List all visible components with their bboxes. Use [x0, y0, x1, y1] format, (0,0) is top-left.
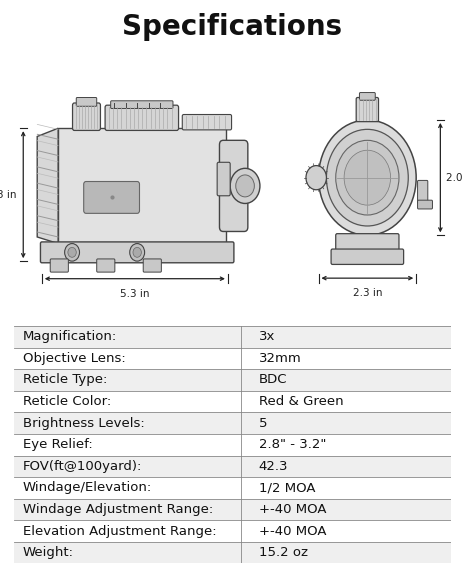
Text: Specifications: Specifications — [122, 13, 343, 41]
Circle shape — [230, 168, 260, 204]
Bar — [14, 326, 451, 348]
FancyBboxPatch shape — [219, 140, 248, 232]
Text: 1/2 MOA: 1/2 MOA — [259, 482, 315, 494]
Circle shape — [133, 248, 141, 257]
Text: Brightness Levels:: Brightness Levels: — [23, 416, 145, 430]
Bar — [14, 369, 451, 391]
FancyBboxPatch shape — [418, 180, 428, 204]
Text: 5: 5 — [259, 416, 267, 430]
Circle shape — [68, 248, 76, 257]
Text: 2.8" - 3.2": 2.8" - 3.2" — [259, 438, 326, 451]
Text: Elevation Adjustment Range:: Elevation Adjustment Range: — [23, 525, 216, 538]
Text: 2.0 in: 2.0 in — [446, 173, 465, 182]
Circle shape — [344, 150, 391, 205]
FancyBboxPatch shape — [182, 114, 232, 130]
Text: 32mm: 32mm — [259, 352, 301, 365]
Bar — [58, 128, 226, 244]
Bar — [14, 348, 451, 369]
Text: +-40 MOA: +-40 MOA — [259, 503, 326, 516]
FancyBboxPatch shape — [105, 105, 179, 130]
Bar — [14, 499, 451, 521]
Bar — [14, 542, 451, 563]
Circle shape — [236, 175, 254, 197]
Text: 3.3 in: 3.3 in — [0, 190, 16, 200]
Text: Windage/Elevation:: Windage/Elevation: — [23, 482, 152, 494]
Bar — [14, 521, 451, 542]
FancyBboxPatch shape — [84, 181, 140, 213]
FancyBboxPatch shape — [418, 200, 432, 209]
Text: Objective Lens:: Objective Lens: — [23, 352, 126, 365]
Bar — [14, 477, 451, 499]
Circle shape — [65, 244, 80, 261]
FancyBboxPatch shape — [50, 259, 68, 272]
Text: 2.3 in: 2.3 in — [352, 288, 382, 298]
FancyBboxPatch shape — [217, 162, 230, 196]
Bar — [14, 455, 451, 477]
Bar — [14, 391, 451, 412]
Circle shape — [336, 140, 399, 215]
Text: +-40 MOA: +-40 MOA — [259, 525, 326, 538]
FancyBboxPatch shape — [73, 103, 100, 130]
Text: FOV(ft@100yard):: FOV(ft@100yard): — [23, 460, 142, 473]
Text: Reticle Color:: Reticle Color: — [23, 395, 111, 408]
FancyBboxPatch shape — [356, 97, 379, 122]
Bar — [14, 412, 451, 434]
Text: Magnification:: Magnification: — [23, 330, 117, 343]
Text: Windage Adjustment Range:: Windage Adjustment Range: — [23, 503, 213, 516]
FancyBboxPatch shape — [331, 249, 404, 264]
Polygon shape — [37, 128, 58, 244]
Circle shape — [130, 244, 145, 261]
Text: 5.3 in: 5.3 in — [120, 289, 150, 299]
Text: Red & Green: Red & Green — [259, 395, 343, 408]
Circle shape — [319, 120, 416, 235]
Text: 42.3: 42.3 — [259, 460, 288, 473]
FancyBboxPatch shape — [40, 242, 234, 263]
FancyBboxPatch shape — [111, 101, 173, 109]
Text: 15.2 oz: 15.2 oz — [259, 546, 308, 559]
Circle shape — [326, 129, 408, 226]
FancyBboxPatch shape — [143, 259, 161, 272]
FancyBboxPatch shape — [336, 234, 399, 252]
FancyBboxPatch shape — [359, 93, 375, 100]
Text: Eye Relief:: Eye Relief: — [23, 438, 93, 451]
FancyBboxPatch shape — [76, 97, 97, 106]
Text: 3x: 3x — [259, 330, 275, 343]
Text: Reticle Type:: Reticle Type: — [23, 374, 107, 387]
FancyBboxPatch shape — [97, 259, 115, 272]
Text: Weight:: Weight: — [23, 546, 73, 559]
Text: BDC: BDC — [259, 374, 287, 387]
Circle shape — [306, 165, 326, 190]
Bar — [14, 434, 451, 455]
